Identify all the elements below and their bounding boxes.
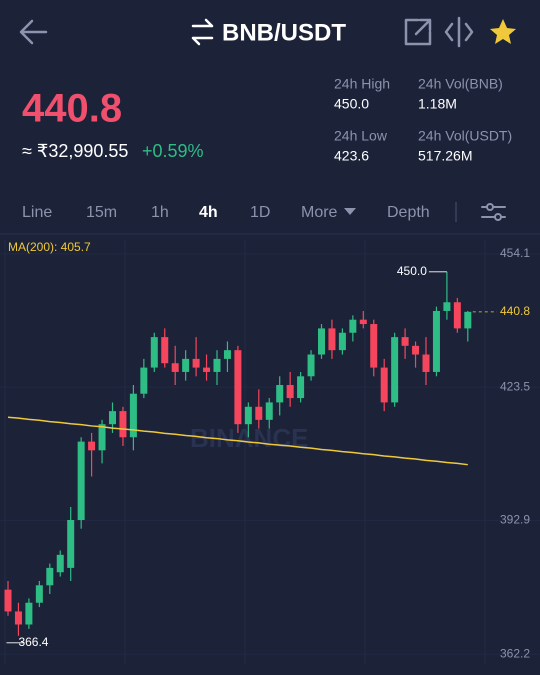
candle-body (286, 385, 294, 399)
candle-body (171, 363, 179, 372)
ma-label: MA(200): 405.7 (8, 240, 91, 254)
stat-value: 450.0 (334, 96, 369, 112)
dropdown-caret (344, 208, 356, 215)
candle-body (422, 354, 430, 372)
candle-body (328, 328, 336, 351)
tab[interactable]: Depth (387, 204, 430, 221)
last-price: 440.8 (22, 87, 122, 131)
candle-body (77, 441, 85, 520)
stat-value: 423.6 (334, 148, 369, 164)
candle-body (14, 611, 22, 625)
y-tick-label: 362.2 (500, 646, 530, 660)
tab-active[interactable]: 4h (199, 204, 218, 221)
last-price-label: 440.8 (500, 304, 530, 318)
candle-body (67, 519, 75, 568)
settings-icon[interactable] (481, 203, 506, 221)
stat-label: 24h Vol(USDT) (418, 128, 512, 144)
tab[interactable]: 1h (151, 204, 169, 221)
candle-body (297, 376, 305, 399)
tab[interactable]: 1D (250, 204, 270, 221)
tab[interactable]: Line (22, 204, 52, 221)
back-button[interactable] (19, 19, 48, 45)
stat-value: 517.26M (418, 148, 472, 164)
candle-body (98, 424, 106, 451)
y-tick-label: 392.9 (500, 513, 530, 527)
share-icon[interactable] (404, 18, 432, 46)
stat-label: 24h Vol(BNB) (418, 76, 503, 92)
candle-body (380, 367, 388, 403)
candle-body (161, 337, 169, 364)
price-change: +0.59% (142, 141, 204, 161)
candle-body (412, 345, 420, 355)
candle-body (255, 406, 263, 420)
fiat-price: ≈ ₹32,990.55 (22, 141, 128, 161)
candle-body (338, 332, 346, 351)
candle-body (391, 337, 399, 403)
candle-body (46, 567, 54, 586)
candle-body (129, 393, 137, 438)
candle-body (56, 554, 64, 573)
candle-body (349, 319, 357, 333)
candle-body (359, 319, 367, 325)
tab[interactable]: More (301, 204, 338, 221)
candle-body (119, 411, 127, 438)
candle-body (192, 358, 200, 368)
candle-body (443, 302, 451, 311)
candle-body (370, 324, 378, 368)
candle-body (223, 350, 231, 359)
candle-body (318, 328, 325, 355)
candle-body (213, 358, 221, 372)
candle-body (265, 402, 273, 420)
candle-body (182, 358, 190, 372)
y-tick-label: 454.1 (500, 246, 530, 260)
candle-body (35, 585, 43, 603)
candle-body (307, 354, 315, 377)
y-tick-label: 423.5 (500, 379, 530, 393)
candle-body (25, 602, 33, 625)
candle-body (453, 302, 461, 329)
stat-value: 1.18M (418, 96, 457, 112)
pair-title: BNB/USDT (222, 19, 346, 46)
tab[interactable]: 15m (86, 204, 117, 221)
low-label: 366.4 (18, 635, 48, 649)
candle-body (150, 337, 158, 368)
candle-body (401, 337, 409, 346)
high-label: 450.0 (397, 264, 427, 278)
candle-body (140, 367, 148, 394)
candle-body (4, 589, 12, 612)
compare-icon[interactable] (444, 16, 474, 48)
candle-body (276, 385, 284, 403)
favorite-star[interactable] (490, 19, 516, 44)
candle-body (234, 350, 242, 425)
candle-body (432, 310, 440, 372)
candle-body (109, 411, 116, 425)
candle-body (244, 406, 252, 425)
swap-icon[interactable] (191, 18, 214, 46)
stat-label: 24h Low (334, 128, 388, 144)
stat-label: 24h High (334, 76, 390, 92)
candle-body (203, 367, 211, 372)
candle-body (464, 311, 472, 329)
ma-line (7, 416, 468, 466)
candle-body (88, 441, 96, 451)
